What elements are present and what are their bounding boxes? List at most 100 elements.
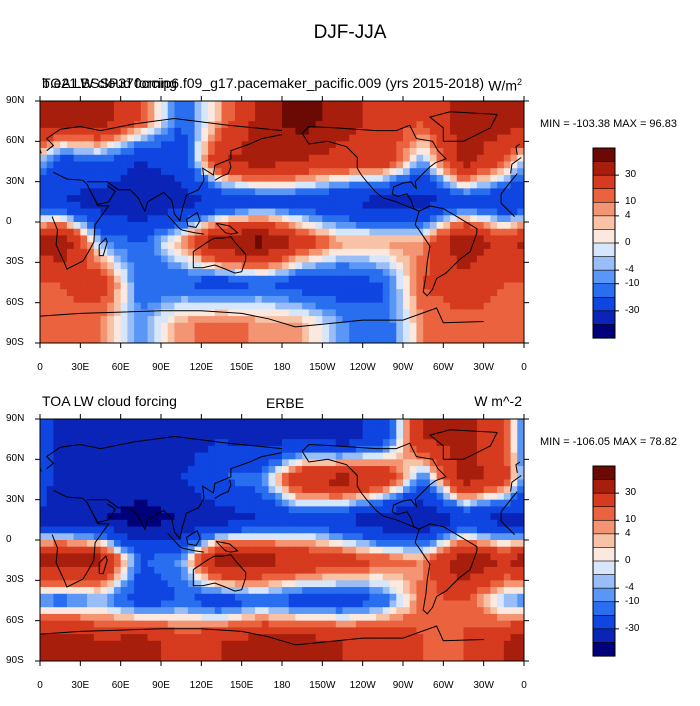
contour-cell <box>234 215 243 223</box>
contour-cell <box>40 121 48 129</box>
contour-cell <box>127 486 135 494</box>
contour-cell <box>288 432 297 440</box>
contour-cell <box>187 553 196 561</box>
contour-cell <box>214 322 223 331</box>
contour-cell <box>349 329 357 337</box>
contour-cell <box>376 154 384 163</box>
contour-cell <box>497 445 505 454</box>
contour-cell <box>322 492 330 501</box>
contour-cell <box>120 174 128 183</box>
contour-cell <box>443 289 451 297</box>
contour-cell <box>355 466 364 474</box>
contour-cell <box>174 546 182 555</box>
contour-cell <box>342 127 350 136</box>
contour-cell <box>483 472 491 481</box>
contour-cell <box>66 560 75 568</box>
contour-cell <box>228 546 236 555</box>
contour-cell <box>315 573 323 581</box>
contour-cell <box>60 486 68 494</box>
contour-cell <box>490 425 498 434</box>
contour-cell <box>302 269 310 277</box>
contour-cell <box>87 425 95 434</box>
contour-cell <box>362 580 370 588</box>
contour-cell <box>161 627 169 635</box>
contour-cell <box>181 546 189 555</box>
contour-cell <box>483 486 491 494</box>
contour-cell <box>174 499 182 507</box>
contour-cell <box>221 425 229 434</box>
contour-cell <box>282 336 290 343</box>
contour-cell <box>174 486 182 494</box>
contour-cell <box>396 255 404 263</box>
contour-cell <box>483 316 491 324</box>
contour-cell <box>369 486 377 494</box>
contour-cell <box>483 506 491 514</box>
contour-cell <box>201 513 209 521</box>
contour-cell <box>255 228 263 237</box>
contour-cell <box>46 533 55 541</box>
contour-cell <box>93 499 102 507</box>
contour-cell <box>436 168 444 176</box>
contour-cell <box>409 107 418 116</box>
contour-cell <box>248 295 256 304</box>
contour-cell <box>282 121 290 129</box>
contour-cell <box>134 275 142 284</box>
contour-cell <box>73 526 81 534</box>
contour-cell <box>308 472 317 481</box>
contour-cell <box>456 289 465 297</box>
contour-cell <box>120 289 128 297</box>
contour-cell <box>268 208 276 216</box>
contour-cell <box>167 553 176 561</box>
contour-cell <box>248 127 256 136</box>
contour-cell <box>416 613 424 622</box>
contour-cell <box>429 526 438 534</box>
contour-cell <box>221 134 229 142</box>
contour-cell <box>80 419 88 427</box>
contour-cell <box>409 553 418 561</box>
contour-cell <box>241 513 249 521</box>
contour-cell <box>456 242 465 250</box>
contour-cell <box>416 573 424 581</box>
coastline <box>428 111 498 142</box>
contour-cell <box>208 445 216 454</box>
contour-cell <box>248 121 256 129</box>
contour-cell <box>80 540 88 548</box>
contour-cell <box>154 107 162 116</box>
contour-cell <box>268 425 276 434</box>
contour-cell <box>194 613 202 622</box>
contour-cell <box>194 255 202 263</box>
contour-cell <box>282 600 290 608</box>
contour-cell <box>308 107 317 116</box>
contour-cell <box>389 134 397 142</box>
contour-cell <box>409 114 418 122</box>
contour-cell <box>403 593 411 602</box>
contour-cell <box>120 587 128 595</box>
contour-cell <box>282 181 290 189</box>
contour-cell <box>308 222 317 230</box>
contour-cell <box>308 627 317 635</box>
contour-cell <box>517 275 524 284</box>
contour-cell <box>154 492 162 501</box>
contour-cell <box>147 295 155 304</box>
contour-cell <box>181 519 189 528</box>
contour-cell <box>355 546 364 555</box>
contour-cell <box>295 432 303 440</box>
contour-cell <box>288 161 297 169</box>
contour-cell <box>349 309 357 317</box>
contour-cell <box>295 127 303 136</box>
contour-cell <box>174 107 182 116</box>
contour-cell <box>389 560 397 568</box>
contour-cell <box>46 627 55 635</box>
contour-cell <box>181 188 189 196</box>
contour-cell <box>60 309 68 317</box>
contour-cell <box>93 322 102 331</box>
contour-cell <box>100 593 108 602</box>
contour-cell <box>87 587 95 595</box>
contour-cell <box>295 201 303 210</box>
contour-cell <box>416 289 424 297</box>
contour-cell <box>181 587 189 595</box>
contour-cell <box>187 533 196 541</box>
contour-cell <box>483 242 491 250</box>
contour-cell <box>335 127 344 136</box>
contour-cell <box>261 161 270 169</box>
